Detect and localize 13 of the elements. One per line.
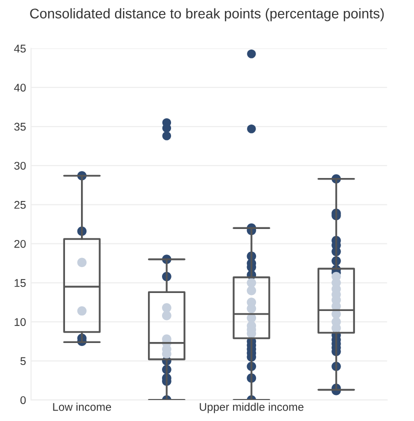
y-tick-label: 25 [14, 200, 26, 209]
chart-title: Consolidated distance to break points (percentage points) [30, 8, 384, 22]
y-tick-label: 45 [14, 44, 26, 53]
y-tick-label: 35 [14, 122, 26, 131]
y-tick-label: 5 [20, 357, 26, 366]
y-tick-label: 20 [14, 240, 26, 248]
y-tick-label: 0 [20, 396, 26, 404]
x-tick-label: Upper middle income [200, 402, 304, 414]
y-tick-label: 40 [14, 84, 26, 92]
y-tick-label: 15 [14, 279, 26, 287]
y-tick-label: 10 [14, 318, 26, 326]
y-tick-label: 30 [14, 162, 26, 170]
x-tick-label: Low income [53, 402, 112, 411]
